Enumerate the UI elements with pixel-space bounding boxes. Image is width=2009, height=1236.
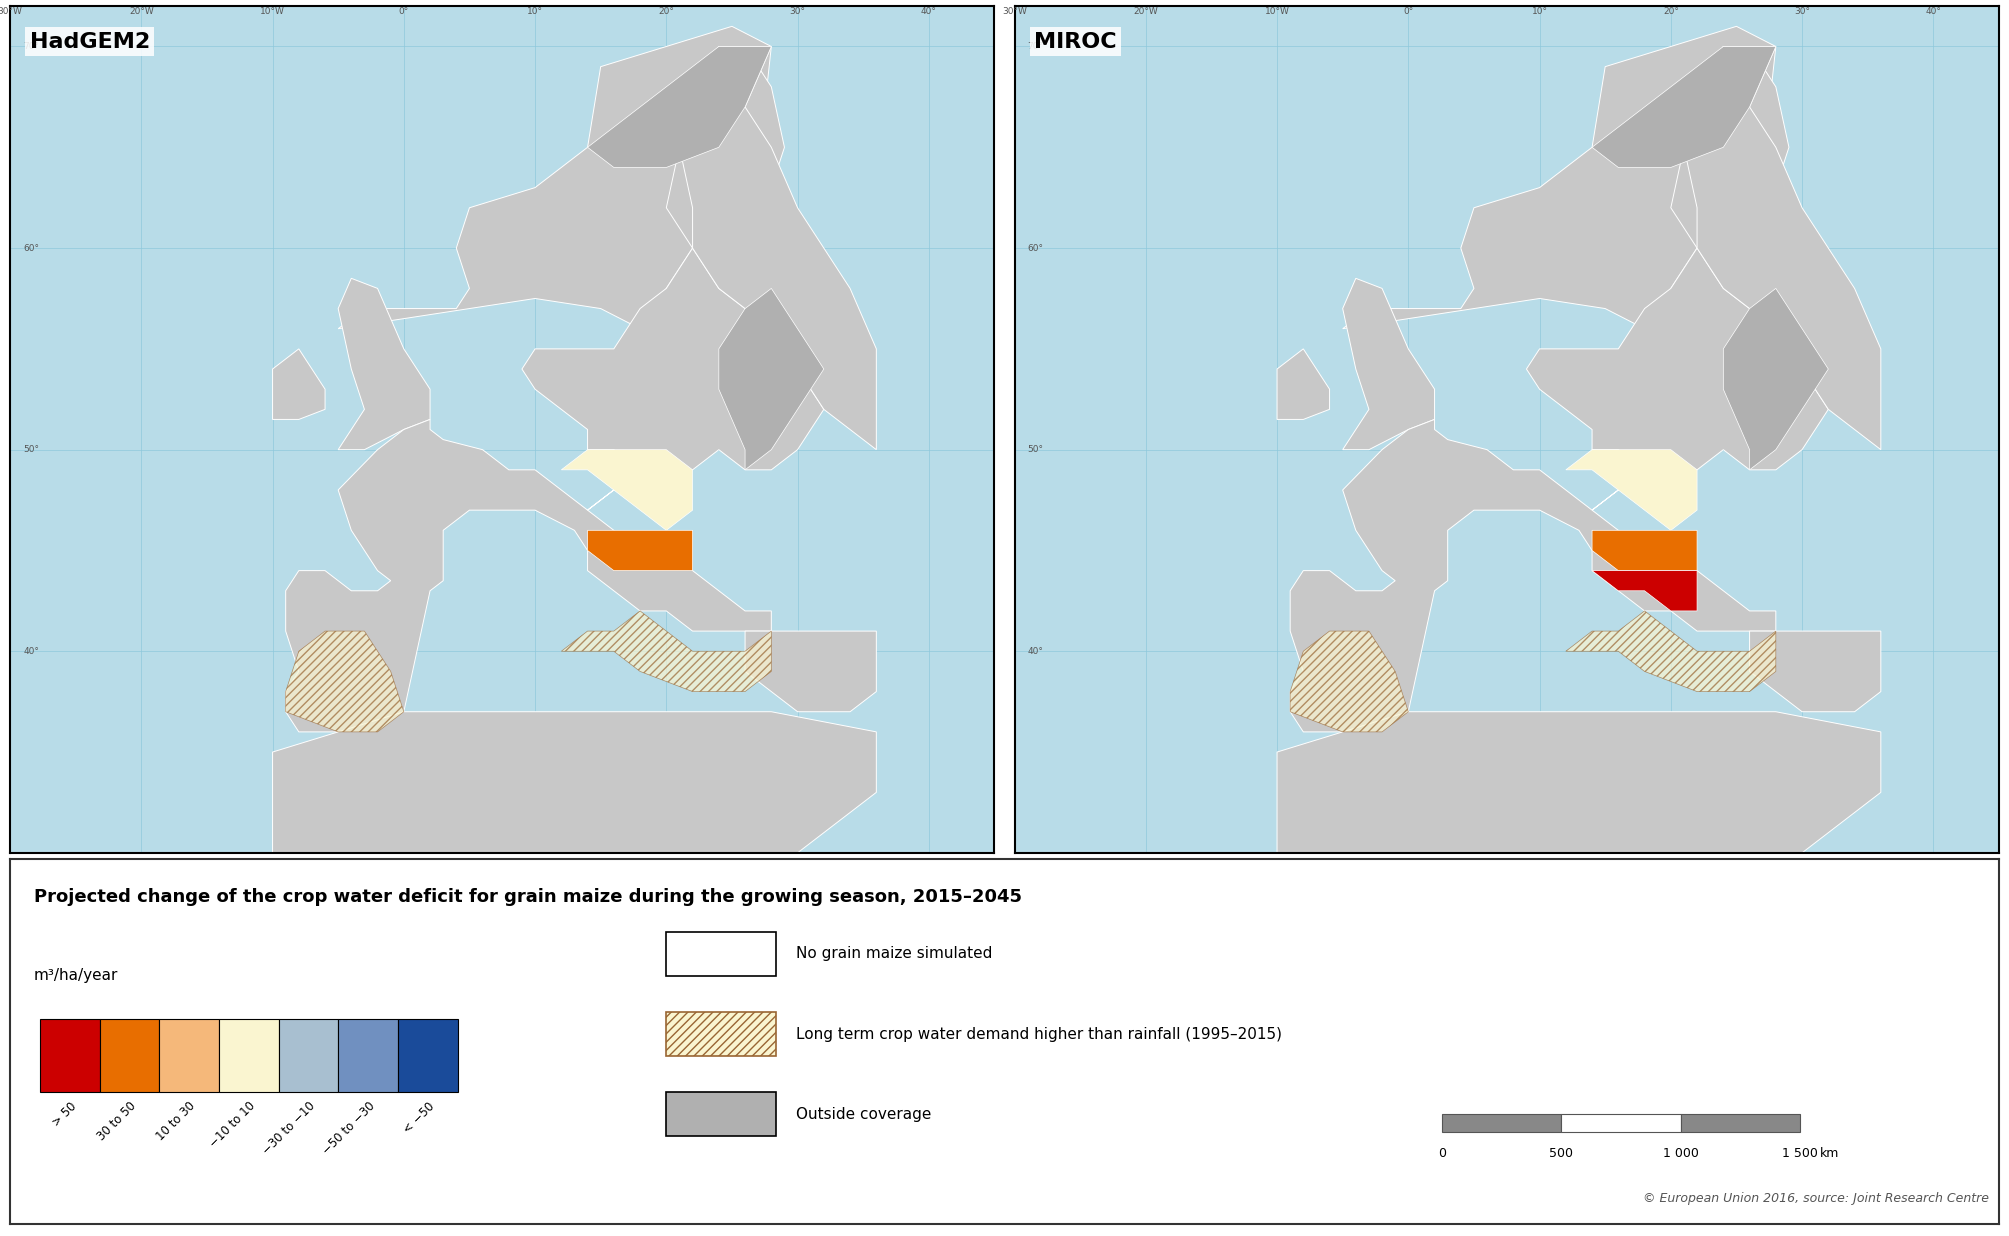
Text: 30°W: 30°W (1002, 7, 1027, 16)
Polygon shape (1591, 530, 1698, 571)
Polygon shape (1671, 47, 1788, 248)
Polygon shape (679, 47, 876, 450)
Text: 20°: 20° (659, 7, 675, 16)
Text: 0°: 0° (398, 7, 410, 16)
Text: 30°: 30° (790, 7, 806, 16)
Text: −10 to 10: −10 to 10 (207, 1100, 257, 1151)
Text: 40°: 40° (920, 7, 936, 16)
Polygon shape (522, 248, 824, 510)
Text: 0°: 0° (1402, 7, 1414, 16)
Text: 1 500: 1 500 (1782, 1147, 1818, 1161)
Text: −50 to −30: −50 to −30 (319, 1100, 378, 1157)
Text: © European Union 2016, source: Joint Research Centre: © European Union 2016, source: Joint Res… (1643, 1193, 1989, 1205)
Text: 0: 0 (1438, 1147, 1446, 1161)
FancyBboxPatch shape (1561, 1115, 1682, 1132)
Polygon shape (1591, 47, 1776, 167)
Polygon shape (1565, 450, 1698, 530)
Polygon shape (1527, 248, 1828, 510)
FancyBboxPatch shape (667, 932, 775, 975)
FancyBboxPatch shape (338, 1020, 398, 1093)
FancyBboxPatch shape (667, 1012, 775, 1056)
Text: 70°: 70° (1029, 42, 1043, 51)
Text: 50°: 50° (24, 445, 38, 454)
Text: 60°: 60° (24, 243, 38, 252)
Text: m³/ha/year: m³/ha/year (34, 969, 119, 984)
Text: Outside coverage: Outside coverage (796, 1106, 930, 1122)
Text: 30 to 50: 30 to 50 (94, 1100, 139, 1143)
Text: 70°: 70° (24, 42, 38, 51)
Text: 40°: 40° (1029, 646, 1043, 656)
Polygon shape (1684, 47, 1880, 450)
Text: 1 000: 1 000 (1663, 1147, 1700, 1161)
Polygon shape (719, 288, 824, 470)
Polygon shape (1290, 419, 1776, 732)
FancyBboxPatch shape (219, 1020, 279, 1093)
Polygon shape (338, 278, 430, 450)
Text: 500: 500 (1549, 1147, 1573, 1161)
Polygon shape (587, 530, 693, 571)
Text: HadGEM2: HadGEM2 (30, 32, 151, 52)
Polygon shape (285, 419, 771, 732)
Text: 10 to 30: 10 to 30 (155, 1100, 199, 1143)
Polygon shape (273, 712, 876, 853)
Polygon shape (561, 450, 693, 530)
Text: MIROC: MIROC (1035, 32, 1117, 52)
Text: Long term crop water demand higher than rainfall (1995–2015): Long term crop water demand higher than … (796, 1027, 1282, 1042)
Polygon shape (285, 632, 404, 732)
Polygon shape (561, 611, 771, 692)
Text: 40°: 40° (1925, 7, 1941, 16)
Polygon shape (1278, 712, 1880, 853)
FancyBboxPatch shape (100, 1020, 159, 1093)
Polygon shape (1290, 632, 1408, 732)
Text: 40°: 40° (24, 646, 38, 656)
Text: 30°: 30° (1794, 7, 1810, 16)
Text: 60°: 60° (1029, 243, 1043, 252)
Text: 20°: 20° (1663, 7, 1680, 16)
Polygon shape (1278, 349, 1330, 419)
Polygon shape (1565, 611, 1776, 692)
Polygon shape (745, 632, 876, 712)
Text: No grain maize simulated: No grain maize simulated (796, 947, 992, 962)
Polygon shape (1342, 26, 1776, 329)
Text: < −50: < −50 (400, 1100, 436, 1136)
Polygon shape (1724, 288, 1828, 470)
Text: 10°: 10° (526, 7, 542, 16)
Text: 10°W: 10°W (1264, 7, 1290, 16)
FancyBboxPatch shape (398, 1020, 458, 1093)
Polygon shape (1750, 632, 1880, 712)
FancyBboxPatch shape (279, 1020, 338, 1093)
Text: 20°W: 20°W (129, 7, 153, 16)
Polygon shape (667, 47, 784, 248)
Polygon shape (1591, 571, 1698, 611)
Polygon shape (1342, 278, 1434, 450)
Text: Projected change of the crop water deficit for grain maize during the growing se: Projected change of the crop water defic… (34, 889, 1023, 906)
Text: 10°W: 10°W (259, 7, 285, 16)
FancyBboxPatch shape (1682, 1115, 1800, 1132)
Text: 20°W: 20°W (1133, 7, 1157, 16)
Text: −30 to −10: −30 to −10 (259, 1100, 317, 1157)
FancyBboxPatch shape (1442, 1115, 1561, 1132)
Text: km: km (1820, 1147, 1840, 1161)
FancyBboxPatch shape (40, 1020, 100, 1093)
Polygon shape (587, 47, 771, 167)
FancyBboxPatch shape (159, 1020, 219, 1093)
Text: 30°W: 30°W (0, 7, 22, 16)
Text: > 50: > 50 (50, 1100, 78, 1128)
Text: 50°: 50° (1029, 445, 1043, 454)
Polygon shape (273, 349, 325, 419)
Polygon shape (338, 26, 771, 329)
FancyBboxPatch shape (667, 1093, 775, 1136)
Text: 10°: 10° (1531, 7, 1547, 16)
